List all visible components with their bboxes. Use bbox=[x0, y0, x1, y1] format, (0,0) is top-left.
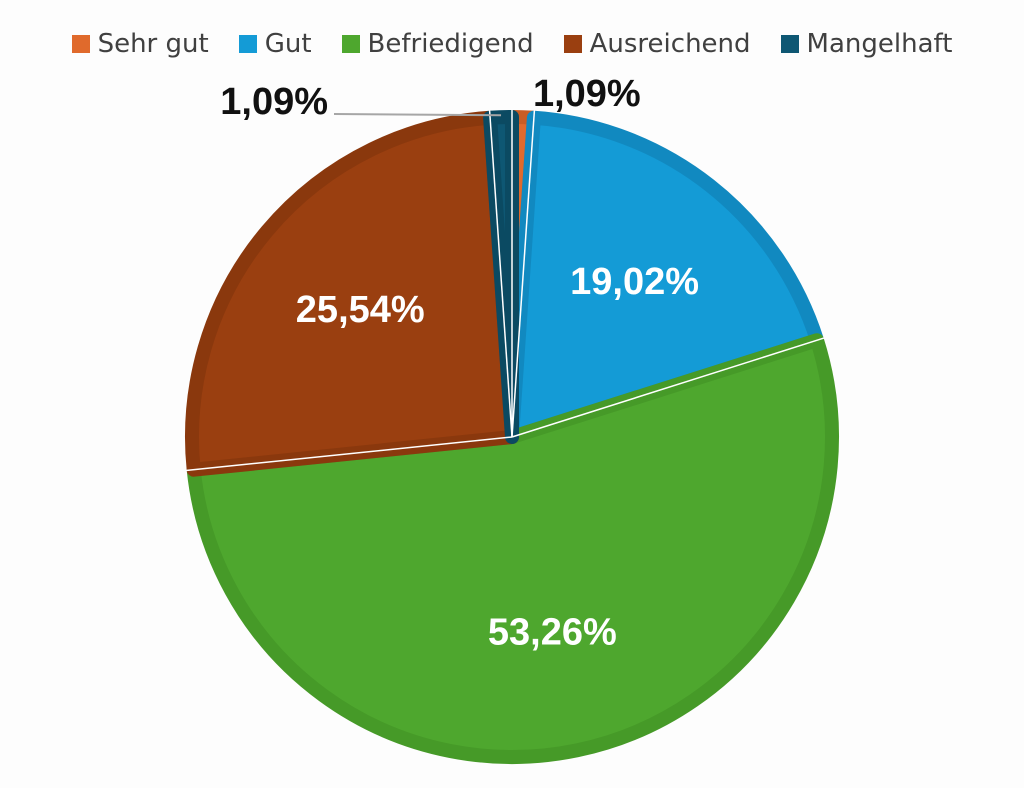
legend-swatch bbox=[238, 35, 257, 53]
legend-label: Ausreichend bbox=[589, 29, 751, 59]
slice-separator bbox=[185, 436, 513, 472]
pie-slice-befriedigend bbox=[186, 333, 839, 764]
legend-swatch bbox=[71, 35, 90, 53]
pie-slice-ausreichend bbox=[185, 110, 519, 477]
legend-item-befriedigend: Befriedigend bbox=[341, 29, 534, 59]
legend-swatch bbox=[780, 35, 799, 53]
legend-swatch bbox=[563, 35, 582, 53]
data-label-sehr-gut: 1,09% bbox=[533, 73, 641, 115]
legend-swatch bbox=[341, 35, 360, 53]
legend-item-ausreichend: Ausreichend bbox=[563, 29, 751, 59]
leader-line bbox=[333, 113, 502, 117]
slice-separator bbox=[488, 109, 513, 438]
slice-separator bbox=[511, 337, 825, 438]
data-label-befriedigend: 53,26% bbox=[488, 611, 617, 653]
legend-label: Gut bbox=[264, 29, 312, 59]
legend-item-mangelhaft: Mangelhaft bbox=[780, 29, 953, 59]
legend-item-sehr-gut: Sehr gut bbox=[71, 29, 209, 59]
chart-legend: Sehr gut Gut Befriedigend Ausreichend Mangel… bbox=[0, 22, 1024, 66]
legend-label: Sehr gut bbox=[97, 29, 209, 59]
data-label-mangelhaft: 1,09% bbox=[220, 81, 328, 123]
legend-label: Befriedigend bbox=[367, 29, 534, 59]
legend-label: Mangelhaft bbox=[806, 29, 953, 59]
data-label-ausreichend: 25,54% bbox=[296, 289, 425, 331]
slice-separator bbox=[511, 109, 536, 438]
data-label-gut: 19,02% bbox=[570, 261, 699, 303]
legend-item-gut: Gut bbox=[238, 29, 312, 59]
